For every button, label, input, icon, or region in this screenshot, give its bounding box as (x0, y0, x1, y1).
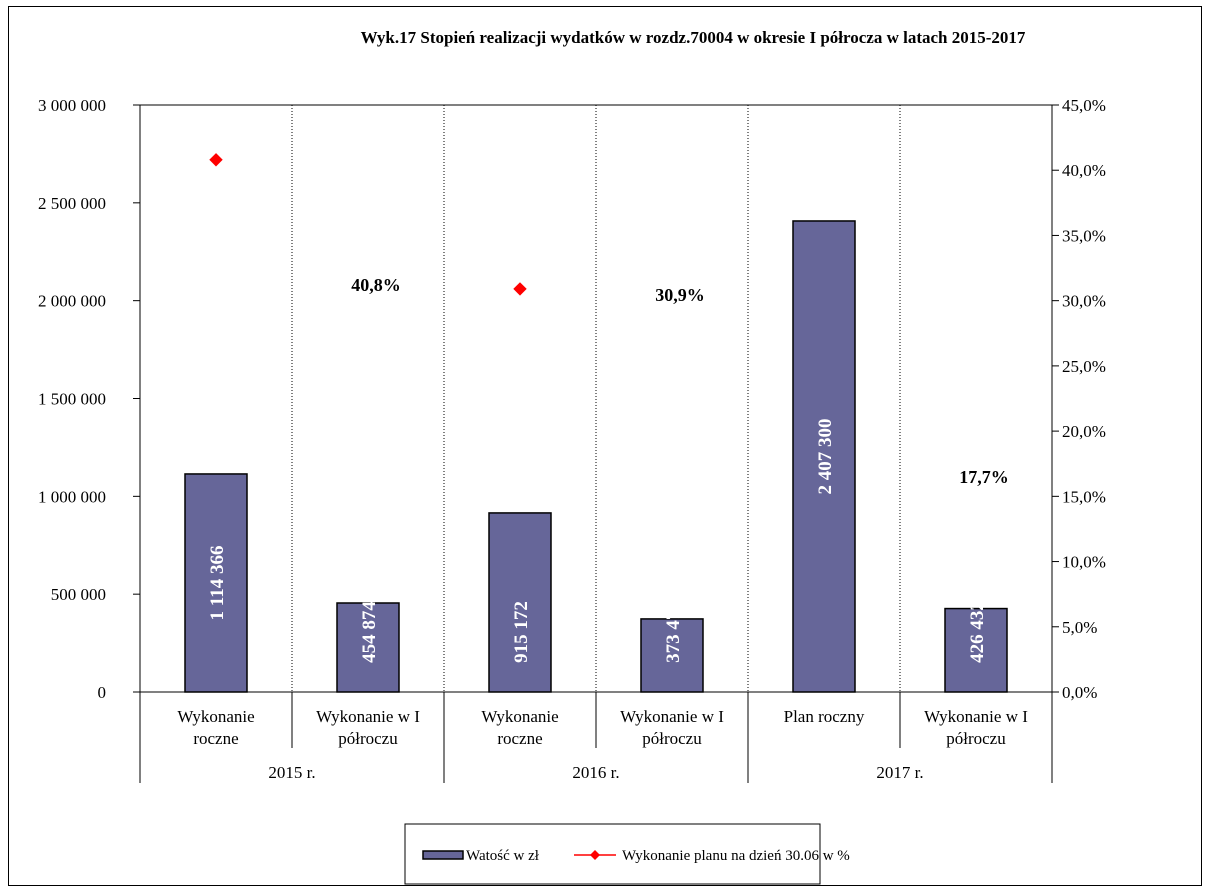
category-label: Wykonanie w I (620, 707, 724, 726)
percent-point (209, 153, 223, 167)
percent-label: 40,8% (351, 275, 401, 295)
y-right-tick-label: 30,0% (1062, 292, 1106, 311)
y-right-tick-label: 20,0% (1062, 422, 1106, 441)
legend-label-bars: Watość w zł (466, 848, 540, 864)
y-left-tick-label: 2 000 000 (38, 292, 106, 311)
category-label: półroczu (946, 729, 1006, 748)
category-label: roczne (193, 729, 238, 748)
bar (640, 618, 704, 693)
bar (792, 220, 856, 693)
y-right-tick-label: 35,0% (1062, 226, 1106, 245)
percent-label: 17,7% (959, 467, 1009, 487)
bar-value-label: 454 874 (359, 601, 380, 663)
category-label: Plan roczny (784, 707, 865, 726)
y-left-tick-label: 500 000 (51, 585, 106, 604)
bar-value-label: 373 479 (663, 601, 684, 663)
category-label: półroczu (642, 729, 702, 748)
chart-frame (8, 6, 1202, 886)
bar-value-label: 2 407 300 (815, 418, 836, 494)
legend-bar-swatch (422, 850, 464, 860)
group-label: 2015 r. (268, 763, 315, 782)
y-right-tick-label: 5,0% (1062, 618, 1097, 637)
category-label: Wykonanie (177, 707, 254, 726)
percent-label: 30,9% (655, 285, 705, 305)
chart-title: Wyk.17 Stopień realizacji wydatków w roz… (361, 28, 1026, 47)
y-right-tick-label: 0,0% (1062, 683, 1097, 702)
bar-value-label: 915 172 (511, 601, 532, 663)
category-label: Wykonanie w I (316, 707, 420, 726)
y-right-tick-label: 45,0% (1062, 96, 1106, 115)
percent-point (513, 282, 527, 296)
category-label: półroczu (338, 729, 398, 748)
legend-label-points: Wykonanie planu na dzień 30.06 w % (622, 848, 850, 864)
bar (184, 473, 248, 693)
y-left-tick-label: 2 500 000 (38, 194, 106, 213)
y-left-tick-label: 0 (98, 683, 107, 702)
y-left-tick-label: 1 500 000 (38, 390, 106, 409)
y-right-tick-label: 25,0% (1062, 357, 1106, 376)
group-label: 2016 r. (572, 763, 619, 782)
y-right-tick-label: 15,0% (1062, 487, 1106, 506)
group-label: 2017 r. (876, 763, 923, 782)
category-label: Wykonanie w I (924, 707, 1028, 726)
y-right-tick-label: 10,0% (1062, 553, 1106, 572)
bar (944, 607, 1008, 693)
bar (488, 512, 552, 693)
y-right-tick-label: 40,0% (1062, 161, 1106, 180)
bar-value-label: 1 114 366 (207, 546, 228, 621)
legend: Watość w zł Wykonanie planu na dzień 30.0… (404, 823, 850, 885)
y-left-tick-label: 1 000 000 (38, 487, 106, 506)
legend-box (404, 823, 821, 885)
legend-diamond-swatch (590, 850, 600, 860)
bar-value-label: 426 432 (967, 601, 988, 663)
category-label: roczne (497, 729, 542, 748)
category-label: Wykonanie (481, 707, 558, 726)
y-left-tick-label: 3 000 000 (38, 96, 106, 115)
plot-area: 0 500 000 1 000 000 1 500 000 2 000 000 2 500… (38, 96, 1106, 783)
bar (336, 602, 400, 693)
